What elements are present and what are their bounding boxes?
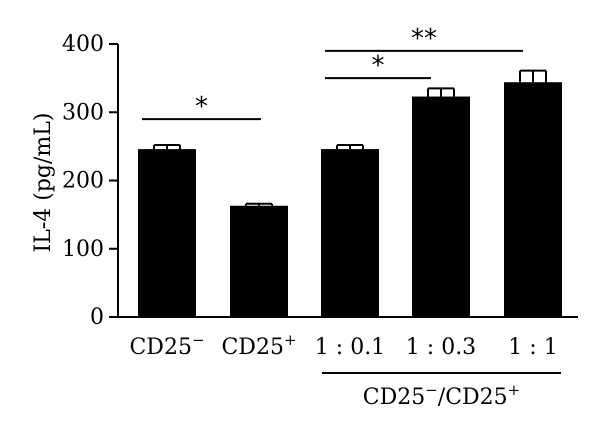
y-axis-title-group: IL-4 (pg/mL) bbox=[31, 113, 56, 253]
x-tick-label: 1 : 1 bbox=[508, 335, 557, 360]
bars bbox=[138, 82, 562, 318]
y-tick-label: 0 bbox=[90, 305, 104, 330]
significance-label: * bbox=[372, 51, 385, 81]
x-tick-label-text: 1 : 0.1 bbox=[315, 335, 385, 360]
x-tick-label-text: CD25 bbox=[129, 335, 191, 360]
bar bbox=[230, 205, 288, 317]
y-tick-label: 200 bbox=[62, 169, 104, 194]
x-tick-label-superscript: + bbox=[284, 331, 297, 349]
bar bbox=[412, 96, 470, 318]
x-tick-label-text: 1 : 1 bbox=[508, 335, 557, 360]
x-tick-label-text: CD25 bbox=[221, 335, 283, 360]
y-ticks: 0 100 200 300 400 bbox=[62, 32, 118, 330]
x-tick-label: 1 : 0.3 bbox=[406, 335, 476, 360]
group-label-superscript: − bbox=[425, 381, 438, 399]
bar bbox=[504, 82, 562, 317]
y-tick-label: 100 bbox=[62, 237, 104, 262]
x-tick-label-superscript: − bbox=[192, 331, 205, 349]
group-label: CD25−/CD25+ bbox=[322, 372, 561, 410]
y-tick-label: 400 bbox=[62, 32, 104, 57]
x-tick-label: CD25+ bbox=[221, 331, 296, 360]
bar bbox=[138, 149, 196, 317]
x-tick-label: CD25− bbox=[129, 331, 204, 360]
bar bbox=[321, 149, 379, 317]
x-tick-label: 1 : 0.1 bbox=[315, 335, 385, 360]
y-axis-title: IL-4 (pg/mL) bbox=[31, 113, 56, 253]
significance-markers: **** bbox=[142, 24, 523, 122]
group-label-text: CD25−/CD25+ bbox=[363, 381, 521, 410]
y-tick-label: 300 bbox=[62, 100, 104, 125]
error-bars bbox=[153, 69, 547, 206]
group-label-part: CD25 bbox=[363, 385, 425, 410]
group-label-part: /CD25 bbox=[438, 385, 508, 410]
x-tick-label-text: 1 : 0.3 bbox=[406, 335, 476, 360]
group-label-superscript: + bbox=[508, 381, 521, 399]
x-tick-labels: CD25− CD25+ 1 : 0.1 1 : 0.3 1 : 1 bbox=[129, 331, 557, 360]
significance-label: * bbox=[195, 92, 208, 122]
significance-label: ** bbox=[411, 24, 437, 54]
